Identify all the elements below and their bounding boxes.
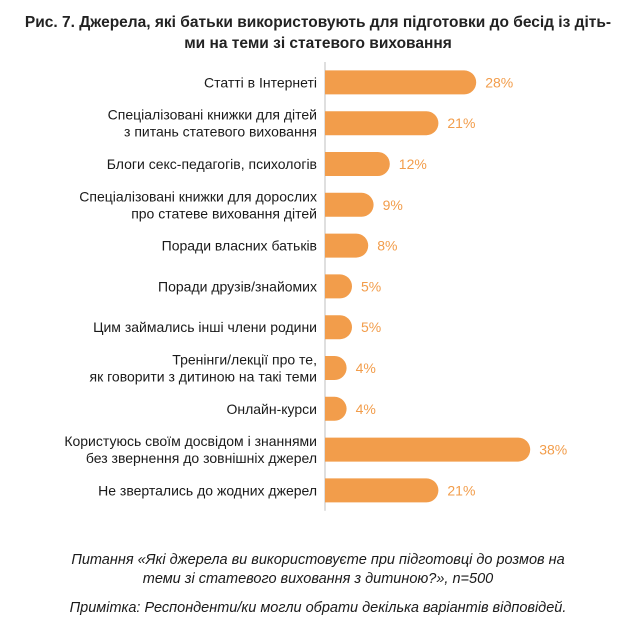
remark-note: Примітка: Респонденти/ки могли обрати де… [69,600,567,616]
value-label: 21% [447,482,475,498]
bar [325,152,390,176]
category-label: Цим займались інші члени родини [93,319,317,335]
value-label: 9% [383,197,403,213]
category-label: з питань статевого виховання [124,124,317,140]
chart-title-line: Рис. 7. Джерела, які батьки використовую… [24,14,612,31]
value-label: 21% [447,115,475,131]
survey-question-note: Питання «Які джерела ви використовуєте п… [20,551,616,589]
bar [325,437,531,462]
survey-question-line: теми зі статевого виховання з дитиною?»,… [142,571,494,587]
bar-chart: 28% Статті в Інтернеті 21% Спеціалізовані к… [64,62,567,511]
value-label: 4% [356,401,376,417]
bar [325,396,347,421]
value-label: 28% [485,74,513,90]
value-label: 38% [539,442,567,458]
category-label: Не звертались до жодних джерел [98,482,317,498]
category-label: Спеціалізовані книжки для дорослих [79,188,317,204]
category-label: Статті в Інтернеті [204,74,317,90]
chart-title: Рис. 7. Джерела, які батьки використовую… [18,12,618,54]
bar [325,315,352,340]
value-label: 4% [356,360,376,376]
bar [325,70,477,95]
category-label: як говорити з дитиною на такі теми [90,369,317,385]
bar [325,274,352,299]
survey-question-line: Питання «Які джерела ви використовуєте п… [71,552,565,568]
category-label: про статеве виховання дітей [131,205,317,221]
value-label: 5% [361,319,381,335]
category-label: без звернення до зовнішніх джерел [86,450,317,466]
value-label: 5% [361,278,381,294]
bar [325,192,374,217]
category-label: Блоги секс-педагогів, психологів [107,156,317,172]
bar [325,111,439,136]
bar [325,478,439,503]
category-label: Поради друзів/знайомих [158,278,317,294]
category-label: Онлайн-курси [226,401,317,417]
bar [325,233,369,258]
chart-title-line: ми на теми зі статевого виховання [184,35,452,52]
category-label: Користуюсь своїм досвідом і знаннями [64,433,317,449]
category-label: Тренінги/лекції про те, [172,352,317,368]
category-label: Поради власних батьків [162,238,317,254]
category-label: Спеціалізовані книжки для дітей [108,107,317,123]
bar [325,356,347,380]
value-label: 8% [377,238,397,254]
value-label: 12% [399,156,427,172]
